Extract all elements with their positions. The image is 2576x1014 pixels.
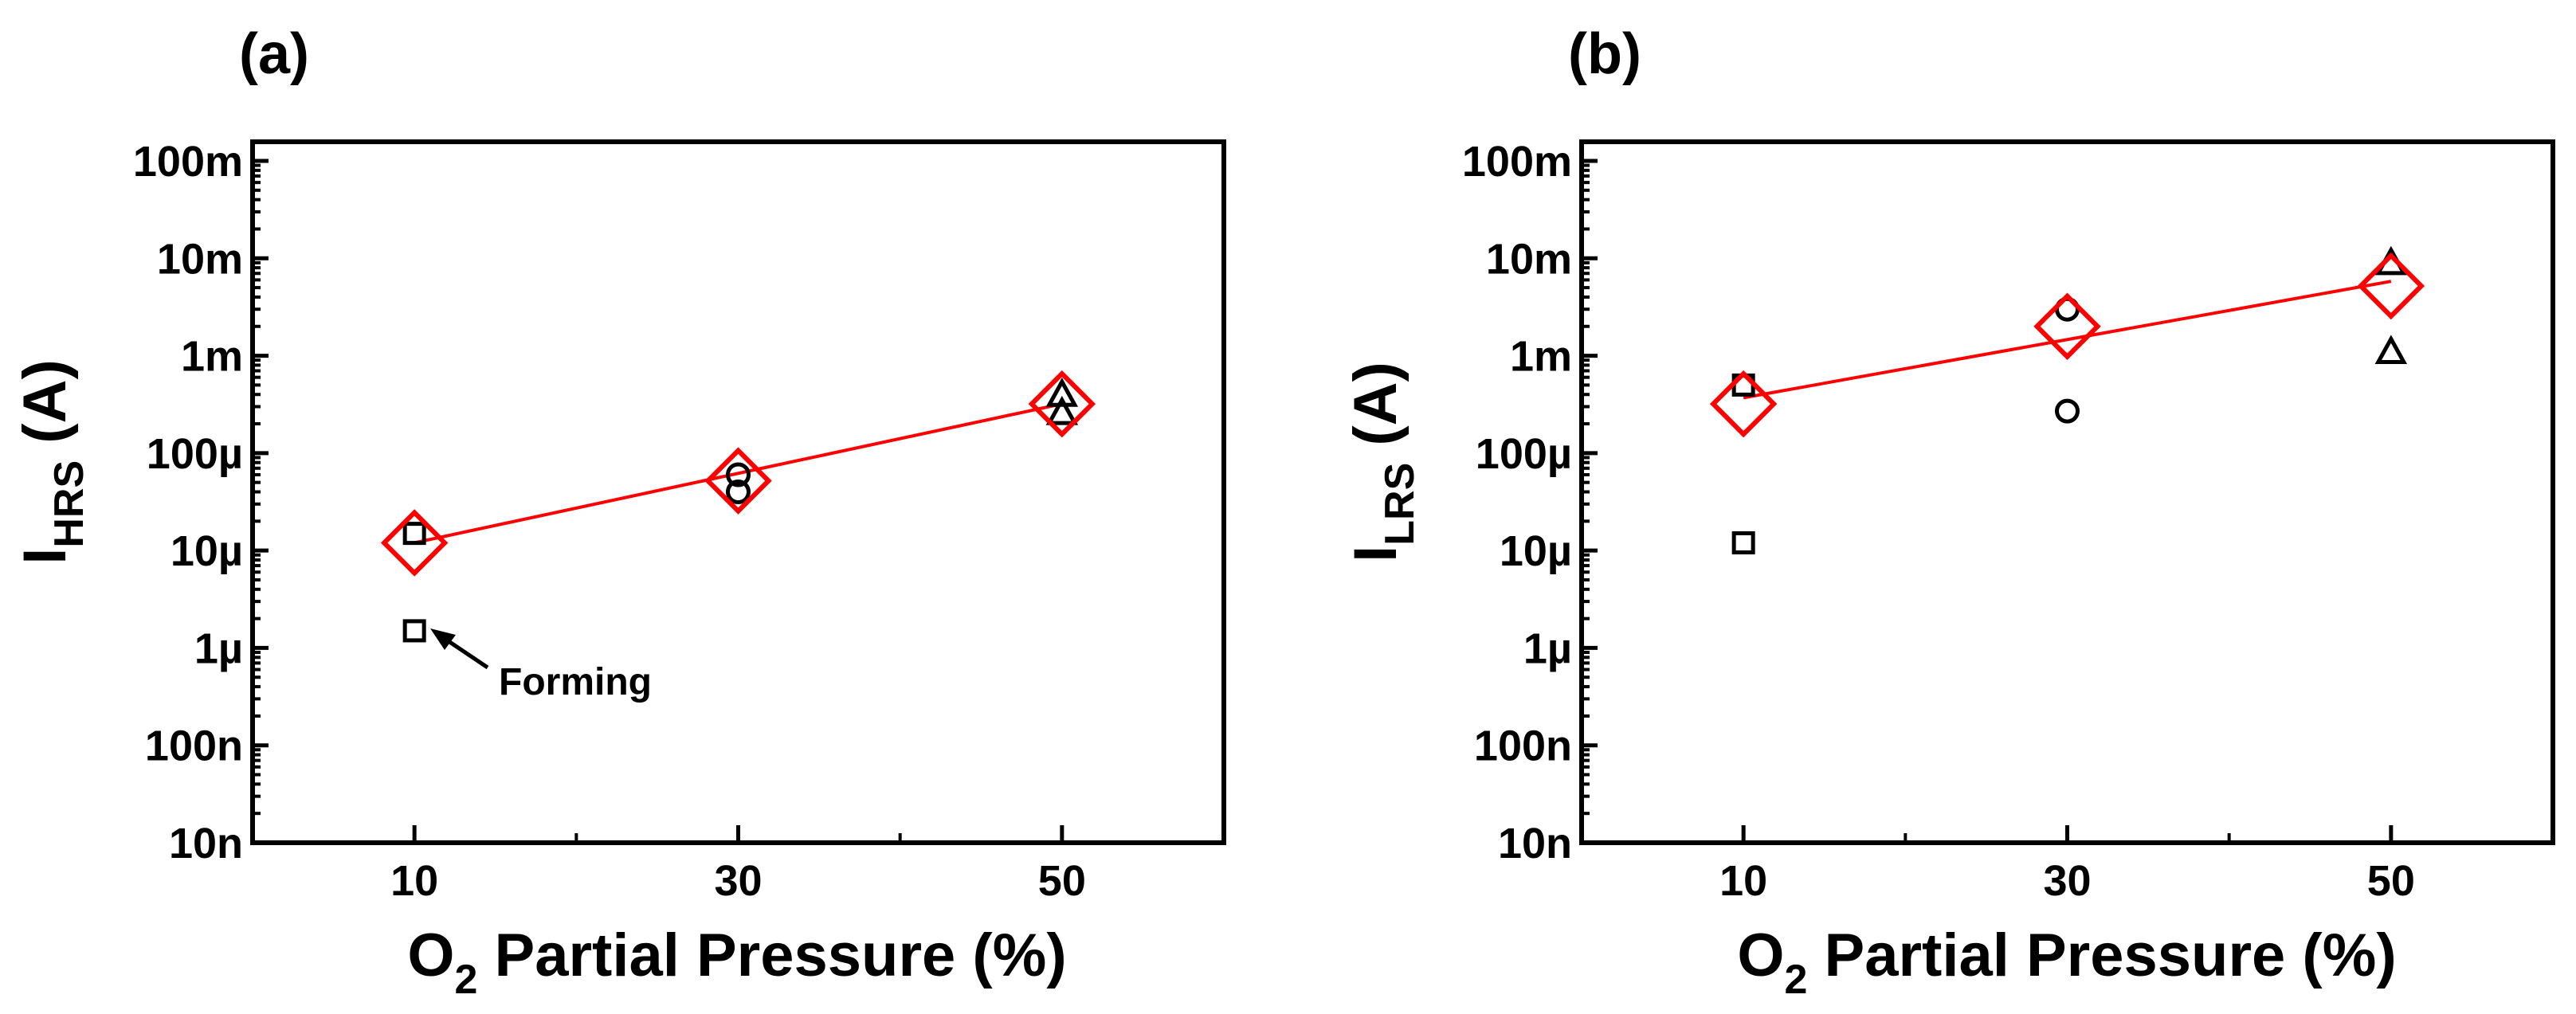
data-point-layer (380, 370, 1096, 643)
circle-data-point (2055, 398, 2080, 424)
average-diamond-point (1028, 370, 1096, 438)
panel-label: (b) (1568, 22, 1641, 86)
y-tick-label: 10n (169, 820, 243, 867)
y-tick-layer: 100m 10m 1m 100µ 10µ 1µ 100n 10n (133, 138, 269, 867)
data-point-layer (1709, 245, 2425, 554)
x-tick-label: 30 (2043, 857, 2091, 905)
fit-line (414, 402, 1063, 545)
x-axis-title-subscript: 2 (1784, 957, 1807, 1003)
x-tick-label: 50 (1038, 857, 1086, 905)
triangle-data-point (1045, 395, 1079, 425)
forming-arrowhead (430, 628, 456, 650)
average-diamond-point (704, 447, 772, 515)
chart-panel-b: (b) ILRS (A) O2 Partial Pressure (%) 100… (1342, 22, 2555, 1003)
square-data-point (402, 522, 426, 546)
x-axis-title: O2 Partial Pressure (%) (407, 922, 1066, 1003)
x-axis-title-subscript: 2 (454, 957, 477, 1003)
y-tick-label: 100n (145, 722, 243, 770)
average-diamond-point (1709, 370, 1778, 438)
y-axis-title: ILRS (A) (1342, 362, 1423, 562)
y-axis-title-subscript: HRS (46, 460, 92, 548)
plot-frame (250, 139, 1226, 845)
forming-label: Forming (499, 661, 652, 703)
forming-annotation: Forming (430, 628, 652, 703)
x-tick-label: 10 (390, 857, 438, 905)
y-tick-label: 10n (1498, 820, 1572, 867)
y-tick-label: 10µ (1500, 527, 1572, 575)
y-axis-title-subscript: LRS (1377, 463, 1423, 546)
triangle-data-point (2374, 335, 2408, 365)
chart-panel-a: (a) IHRS (A) O2 Partial Pressure (%) 100… (11, 22, 1226, 1003)
y-tick-label: 100µ (147, 430, 243, 478)
average-diamond-point (2033, 292, 2101, 361)
y-axis-title: IHRS (A) (11, 359, 92, 565)
y-axis-title-main: I (1342, 546, 1410, 562)
x-axis-title: O2 Partial Pressure (%) (1737, 922, 2396, 1003)
y-tick-label: 100n (1474, 722, 1572, 770)
x-axis-title-rest: Partial Pressure (%) (477, 922, 1066, 989)
y-axis-title-unit: (A) (11, 359, 79, 460)
square-data-point (402, 619, 426, 643)
x-axis-title-main: O (407, 922, 454, 989)
square-data-point (1731, 530, 1755, 554)
x-axis-title-main: O (1737, 922, 1784, 989)
x-tick-layer: 10 30 50 (1719, 825, 2415, 905)
x-axis-title-rest: Partial Pressure (%) (1807, 922, 2396, 989)
x-tick-label: 50 (2367, 857, 2415, 905)
y-tick-label: 100m (133, 138, 243, 186)
fit-line-layer (414, 402, 1063, 545)
y-tick-label: 10m (1486, 235, 1572, 283)
fit-line-layer (1743, 280, 2392, 400)
x-tick-label: 10 (1719, 857, 1767, 905)
y-tick-label: 1m (1510, 333, 1572, 381)
average-diamond-point (380, 509, 449, 577)
y-axis-title-unit: (A) (1342, 362, 1410, 463)
x-tick-label: 30 (714, 857, 762, 905)
x-tick-layer: 10 30 50 (390, 825, 1086, 905)
plot-frame (1579, 139, 2555, 845)
y-tick-label: 10m (157, 235, 243, 283)
y-tick-label: 1µ (194, 624, 243, 672)
fit-line (1743, 280, 2392, 400)
circle-data-point (726, 480, 751, 505)
y-tick-label: 100m (1462, 138, 1572, 186)
average-diamond-point (2357, 252, 2425, 320)
triangle-data-point (1045, 378, 1079, 407)
y-tick-layer: 100m 10m 1m 100µ 10µ 1µ 100n 10n (1462, 138, 1598, 867)
panel-label: (a) (239, 22, 309, 86)
circle-data-point (726, 462, 751, 487)
y-tick-label: 10µ (171, 527, 243, 575)
y-axis-title-main: I (11, 548, 79, 565)
y-tick-label: 1µ (1523, 624, 1572, 672)
y-tick-label: 100µ (1476, 430, 1572, 478)
y-tick-label: 1m (181, 333, 243, 381)
